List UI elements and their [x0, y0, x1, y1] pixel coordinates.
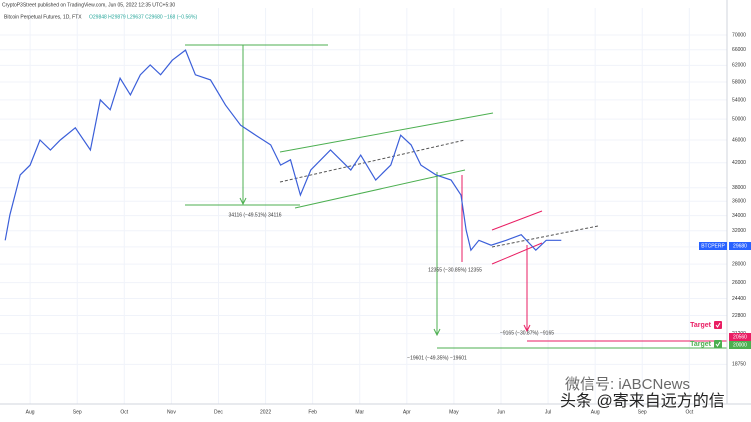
pink-mid [491, 225, 599, 248]
x-tick-label: Dec [214, 409, 223, 415]
pink-lower [491, 242, 543, 265]
x-tick-label: Nov [167, 409, 176, 415]
x-tick-label: Mar [355, 409, 364, 415]
x-tick-label: Sep [638, 409, 647, 415]
annotation: Target [690, 341, 712, 348]
y-tick-label: 70000 [732, 32, 746, 38]
price-label: 20560 [733, 334, 747, 340]
price-label: BTCPERP [701, 243, 725, 249]
price-badge [729, 242, 751, 250]
y-tick-label: 50000 [732, 116, 746, 122]
x-tick-label: Sep [73, 409, 82, 415]
chart-title: Bitcoin Perpetual Futures, 1D, FTX [4, 14, 82, 20]
y-tick-label: 42000 [732, 160, 746, 166]
check-icon [714, 321, 722, 329]
price-badge [699, 242, 727, 250]
y-tick-label: 18750 [732, 362, 746, 368]
y-tick-label: 62000 [732, 63, 746, 69]
y-tick-label: 34000 [732, 213, 746, 219]
y-tick-label: 26000 [732, 280, 746, 286]
x-tick-label: Apr [403, 409, 411, 415]
arrow-head [433, 328, 441, 337]
pink-upper [491, 210, 543, 231]
y-tick-label: 24400 [732, 296, 746, 302]
x-tick-label: Aug [26, 409, 35, 415]
x-tick-label: Oct [120, 409, 128, 415]
check-mark [715, 322, 721, 328]
price-line [4, 49, 562, 252]
arrow-head [523, 324, 531, 333]
price-badge [729, 333, 751, 341]
y-tick-label: 28000 [732, 261, 746, 267]
check-icon [714, 340, 722, 348]
x-tick-label: 2022 [260, 409, 271, 415]
x-tick-label: Feb [308, 409, 317, 415]
y-tick-label: 54000 [732, 97, 746, 103]
annotation: Target [690, 322, 712, 329]
annotation: −19601 (−49.35%) −19601 [407, 355, 467, 361]
y-tick-label: 22800 [732, 313, 746, 319]
x-tick-label: Jun [497, 409, 505, 415]
x-tick-label: Jul [545, 409, 551, 415]
arrow-head [239, 197, 247, 206]
x-tick-label: May [449, 409, 459, 415]
drawings [185, 44, 727, 349]
chart-subtitle: O29848 H29879 L29637 C29680 −168 (−0.56%… [89, 14, 197, 20]
price-label: 20000 [733, 342, 747, 348]
channel-mid [279, 139, 466, 183]
y-tick-label: 58000 [732, 79, 746, 85]
annotation: 34116 (−49.51%) 34116 [228, 212, 281, 218]
y-tick-label: 46000 [732, 137, 746, 143]
y-tick-label: 32000 [732, 228, 746, 234]
annotation: 12355 (−30.85%) 12355 [428, 267, 482, 273]
plot [4, 49, 562, 252]
price-label: 29680 [733, 243, 747, 249]
y-tick-label: 66000 [732, 47, 746, 53]
y-tick-label: 38000 [732, 185, 746, 191]
x-tick-label: Oct [685, 409, 693, 415]
x-tick-label: Aug [591, 409, 600, 415]
y-tick-label: 36000 [732, 199, 746, 205]
attribution: CryptoP3Street published on TradingView.… [2, 2, 175, 8]
watermark: 微信号: iABCNews [565, 376, 690, 393]
price-badge [729, 341, 751, 349]
channel-upper [279, 112, 494, 153]
grid [0, 8, 727, 404]
watermark: 头条 @寄来自远方的信 [560, 392, 725, 410]
check-mark [715, 341, 721, 347]
annotation: −9165 (−30.87%) −9165 [500, 330, 554, 336]
